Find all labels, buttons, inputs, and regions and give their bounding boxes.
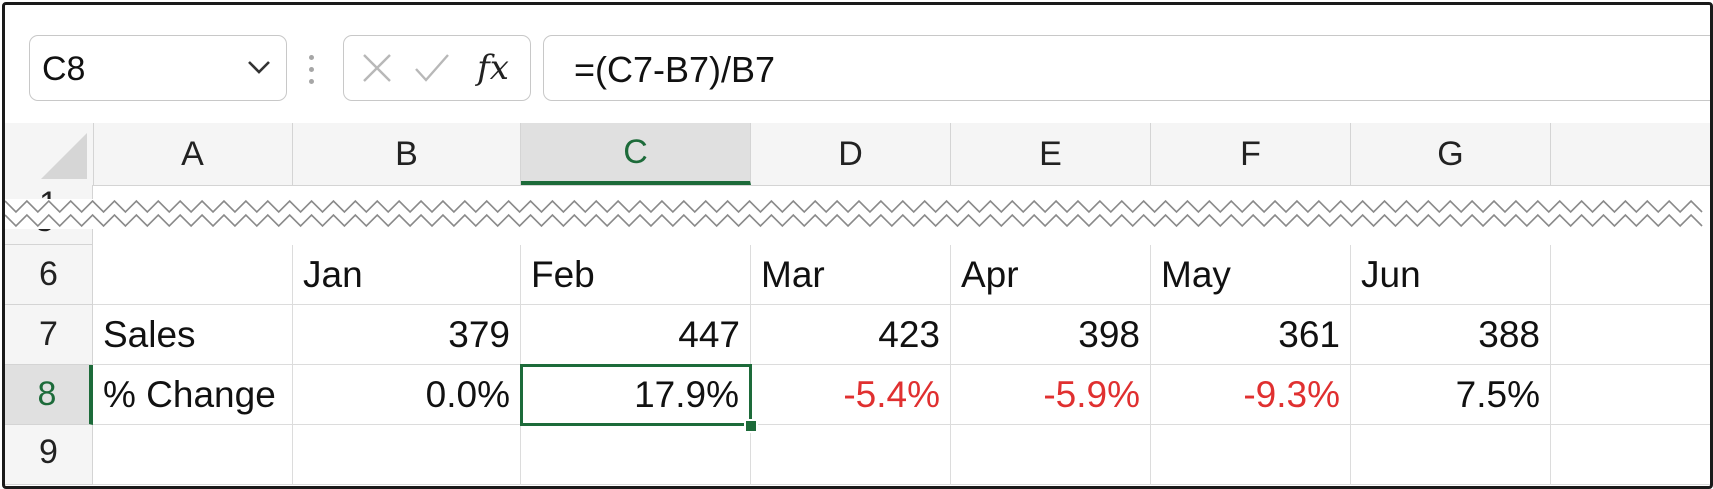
cell-f7[interactable]: 361 — [1151, 305, 1351, 365]
column-header-h[interactable] — [1551, 123, 1710, 185]
cancel-button[interactable] — [352, 36, 402, 100]
enter-button[interactable] — [404, 36, 460, 100]
column-header-g[interactable]: G — [1351, 123, 1551, 185]
cell-f8[interactable]: -9.3% — [1151, 365, 1351, 425]
select-all-triangle-icon — [41, 133, 87, 179]
column-header-e[interactable]: E — [951, 123, 1151, 185]
cell-g8[interactable]: 7.5% — [1351, 365, 1551, 425]
chevron-down-icon[interactable] — [246, 58, 272, 76]
row-header-3-label: 3 — [35, 201, 54, 239]
cell-h7[interactable] — [1551, 305, 1710, 365]
cell-d8[interactable]: -5.4% — [751, 365, 951, 425]
column-header-f[interactable]: F — [1151, 123, 1351, 185]
x-icon — [363, 54, 391, 82]
cell-a7[interactable]: Sales — [93, 305, 293, 365]
cell-h9[interactable] — [1551, 425, 1710, 485]
cell-g9[interactable] — [1351, 425, 1551, 485]
cell-c9[interactable] — [521, 425, 751, 485]
cell-h6[interactable] — [1551, 245, 1710, 305]
column-header-row: A B C D E F G — [5, 123, 1710, 186]
fx-icon: fx — [477, 48, 509, 88]
cell-g6[interactable]: Jun — [1351, 245, 1551, 305]
cell-e6[interactable]: Apr — [951, 245, 1151, 305]
cell-a6[interactable] — [93, 245, 293, 305]
row-header-7[interactable]: 7 — [5, 305, 93, 365]
cell-b7[interactable]: 379 — [293, 305, 521, 365]
cell-e8[interactable]: -5.9% — [951, 365, 1151, 425]
column-header-d[interactable]: D — [751, 123, 951, 185]
insert-function-button[interactable]: fx — [462, 36, 524, 100]
cell-c6[interactable]: Feb — [521, 245, 751, 305]
row-header-8[interactable]: 8 — [5, 365, 93, 425]
column-header-c[interactable]: C — [521, 123, 751, 185]
formula-buttons: fx — [343, 35, 531, 101]
column-header-b[interactable]: B — [293, 123, 521, 185]
cell-d7[interactable]: 423 — [751, 305, 951, 365]
cell-b6[interactable]: Jan — [293, 245, 521, 305]
cell-d6[interactable]: Mar — [751, 245, 951, 305]
cell-e7[interactable]: 398 — [951, 305, 1151, 365]
cell-f9[interactable] — [1151, 425, 1351, 485]
name-box[interactable]: C8 — [29, 35, 287, 101]
drag-handle-icon[interactable] — [309, 55, 315, 89]
name-box-value: C8 — [42, 50, 86, 88]
column-header-a[interactable]: A — [93, 123, 293, 185]
check-icon — [415, 54, 449, 82]
formula-bar: C8 fx =(C7-B — [5, 5, 1710, 113]
cell-c8-selected[interactable]: 17.9% — [520, 364, 752, 426]
cell-c7[interactable]: 447 — [521, 305, 751, 365]
formula-text: =(C7-B7)/B7 — [574, 49, 776, 90]
row-header-6[interactable]: 6 — [5, 245, 93, 305]
cell-g7[interactable]: 388 — [1351, 305, 1551, 365]
cell-e9[interactable] — [951, 425, 1151, 485]
cell-a9[interactable] — [93, 425, 293, 485]
cell-h8[interactable] — [1551, 365, 1710, 425]
cell-a8[interactable]: % Change — [93, 365, 293, 425]
rows-hidden-break-icon — [5, 199, 1710, 229]
select-all-corner[interactable] — [5, 123, 94, 185]
cell-d9[interactable] — [751, 425, 951, 485]
worksheet-grid: A B C D E F G 1 3 6 Jan Feb Mar Apr May … — [5, 123, 1710, 486]
cell-b9[interactable] — [293, 425, 521, 485]
row-header-9[interactable]: 9 — [5, 425, 93, 485]
cell-f6[interactable]: May — [1151, 245, 1351, 305]
cell-b8[interactable]: 0.0% — [293, 365, 521, 425]
fill-handle[interactable] — [744, 419, 758, 433]
formula-input[interactable]: =(C7-B7)/B7 — [543, 35, 1710, 101]
